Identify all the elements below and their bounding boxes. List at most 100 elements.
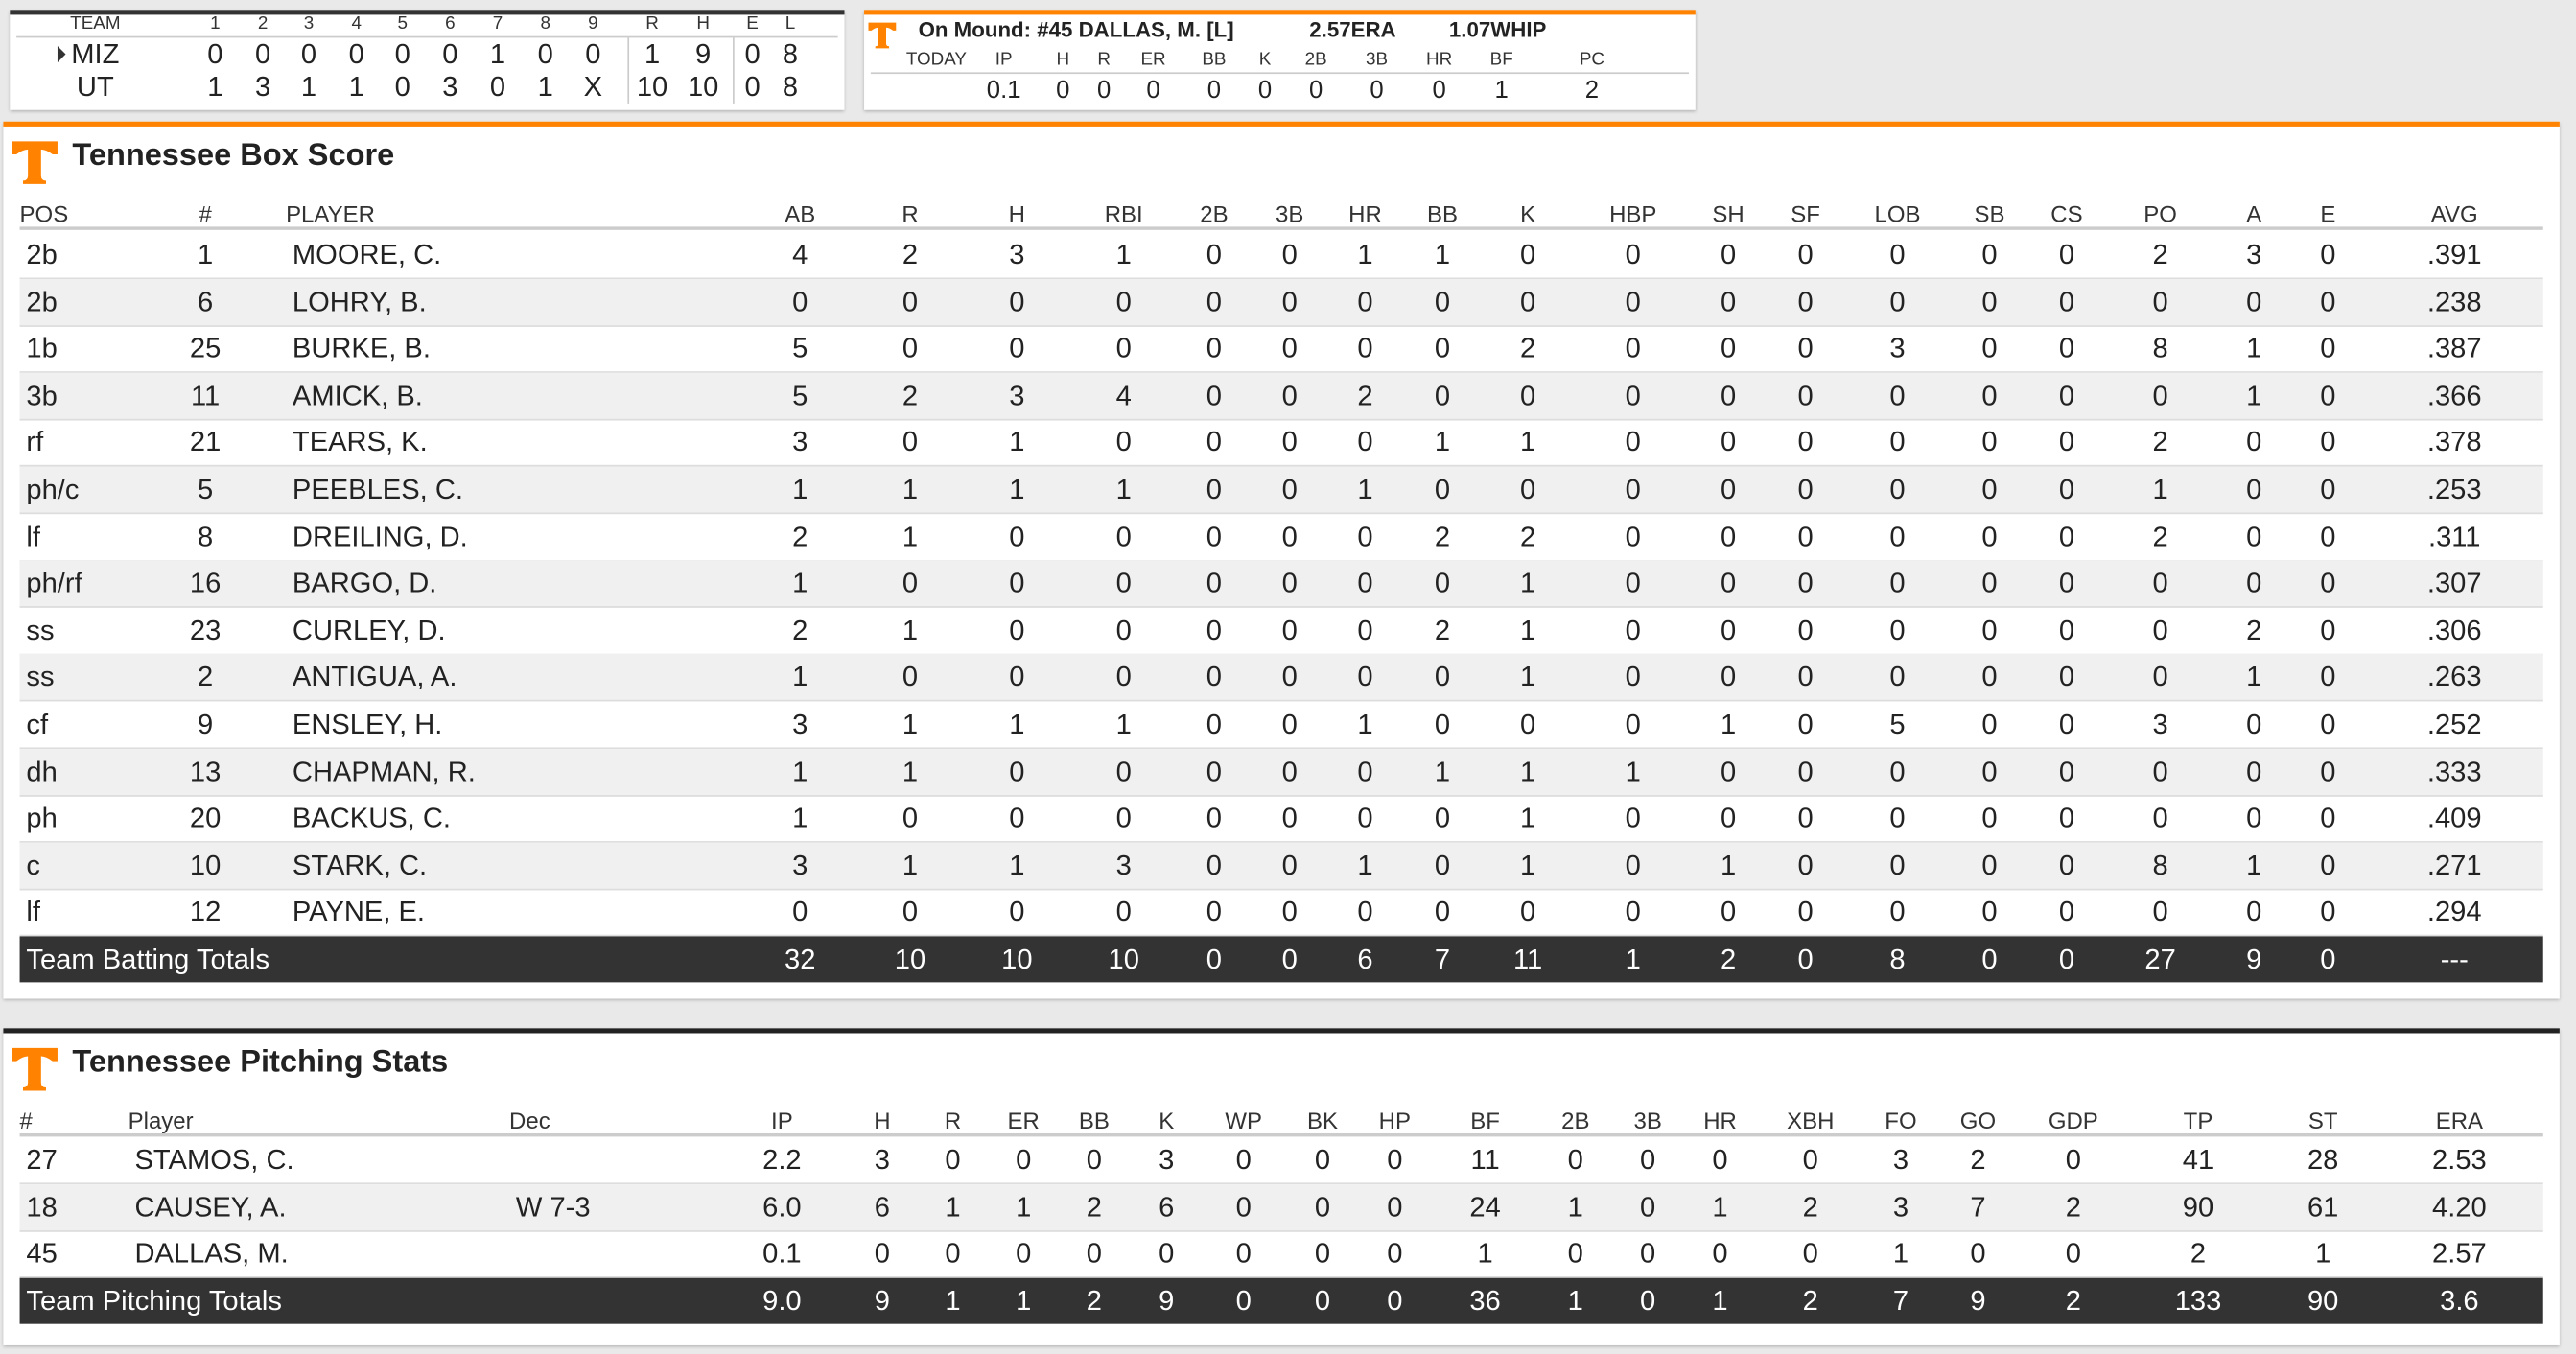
stat-cell: 0 [1981,239,1998,270]
stat-cell: 0 [2320,615,2336,646]
divider [870,72,1689,75]
stat-cell: 0.1 [986,76,1021,105]
stat-cell: 0.1 [762,1238,802,1270]
stat-cell: 0 [1720,427,1737,458]
stat-cell: 0 [1720,803,1737,834]
stat-cell: 2 [902,380,919,411]
stat-cell: 6 [874,1191,890,1223]
stat-cell: 1 [1477,1238,1493,1270]
stat-cell: 8 [2152,850,2168,881]
stat-cell: 0 [1981,380,1998,411]
stat-cell: 6 [1159,1191,1175,1223]
totals-cell: 2 [1802,1285,1818,1317]
stat-cell: 0 [1981,286,1998,317]
score-cell: 1 [489,38,506,70]
header-cell: 9 [588,13,598,35]
stat-cell: 2b [26,286,58,317]
stat-cell: 0 [2246,474,2262,505]
stat-cell: 0 [2058,615,2075,646]
stat-cell: 90 [2182,1191,2214,1223]
stat-cell: 3 [1892,1144,1909,1176]
stat-cell: 0 [1206,333,1223,364]
column-header: HR [1703,1107,1737,1133]
totals-cell: 10 [1001,944,1033,975]
totals-cell: 9.0 [762,1285,802,1317]
stat-cell: 2 [1086,1191,1102,1223]
stat-cell: 0 [1889,380,1906,411]
stat-cell: 0 [1308,76,1323,105]
stat-cell: 0 [1357,756,1373,787]
stat-cell: .387 [2426,333,2482,364]
score-cell: 0 [394,71,410,104]
stat-cell: 2.2 [762,1144,802,1176]
stat-cell: 1 [945,1191,961,1223]
stat-cell: 0 [1625,850,1641,881]
score-cell: 10 [687,71,719,104]
team-logo [11,1047,58,1091]
stat-cell: 0 [2246,756,2262,787]
score-cell: 3 [254,71,271,104]
header-cell: K [1258,50,1272,70]
stat-cell: 0 [1432,76,1446,105]
stat-cell: 0 [1640,1191,1656,1223]
stat-cell: 2 [902,239,919,270]
stat-cell: 1 [198,239,214,270]
stat-cell: c [26,850,40,881]
stat-cell: 0 [1115,333,1132,364]
stat-cell: 0 [1981,615,1998,646]
stat-cell: 1 [902,521,919,552]
table-row [19,232,2543,280]
stat-cell: 0 [1009,897,1025,928]
score-cell: X [583,71,603,104]
table-row [19,325,2543,374]
stat-cell: 0 [1889,474,1906,505]
stat-cell: 1 [902,474,919,505]
stat-cell: 0 [1206,521,1223,552]
table-row [19,560,2543,609]
stat-cell: 3 [1892,1191,1909,1223]
stat-cell: 0 [1797,709,1814,740]
stat-cell: ss [26,662,55,693]
stat-cell: 0 [1981,333,1998,364]
stat-cell: 0 [1206,615,1223,646]
stat-cell: 0 [1720,568,1737,599]
stat-cell: 0 [1314,1144,1331,1176]
table-row [19,466,2543,515]
table-row [19,278,2543,327]
score-cell: 0 [585,38,601,70]
stat-cell: 0 [1519,474,1536,505]
column-header: H [1008,199,1026,227]
totals-cell: 2 [1720,944,1737,975]
player-name: BURKE, B. [292,333,431,364]
stat-cell: 0 [2320,662,2336,693]
stat-cell: 0 [1206,474,1223,505]
totals-cell: 7 [1892,1285,1909,1317]
stat-cell: 1 [1519,615,1536,646]
stat-cell: 1 [902,850,919,881]
totals-cell: --- [2440,944,2469,975]
stat-cell: 12 [189,897,222,928]
totals-cell: 6 [1357,944,1373,975]
column-header: 3B [1276,199,1304,227]
stat-cell: 0 [2320,380,2336,411]
stat-cell: 3 [2152,709,2168,740]
stat-cell: 2 [2152,239,2168,270]
totals-cell: 11 [1512,944,1543,975]
column-header: XBH [1787,1107,1835,1133]
stat-cell: 3 [792,850,808,881]
stat-cell: 0 [2320,333,2336,364]
stat-cell: 1 [1357,239,1373,270]
stat-cell: 3 [1159,1144,1175,1176]
stat-cell: 0 [1981,427,1998,458]
stat-cell: 0 [1281,662,1298,693]
stat-cell: 0 [1802,1144,1818,1176]
column-header: FO [1885,1107,1917,1133]
stat-cell: 0 [1009,615,1025,646]
table-row [19,748,2543,797]
stat-cell: 0 [1981,709,1998,740]
stat-cell: lf [26,521,40,552]
stat-cell: 0 [2320,474,2336,505]
stat-cell: 6 [198,286,214,317]
stat-cell: 3 [874,1144,890,1176]
